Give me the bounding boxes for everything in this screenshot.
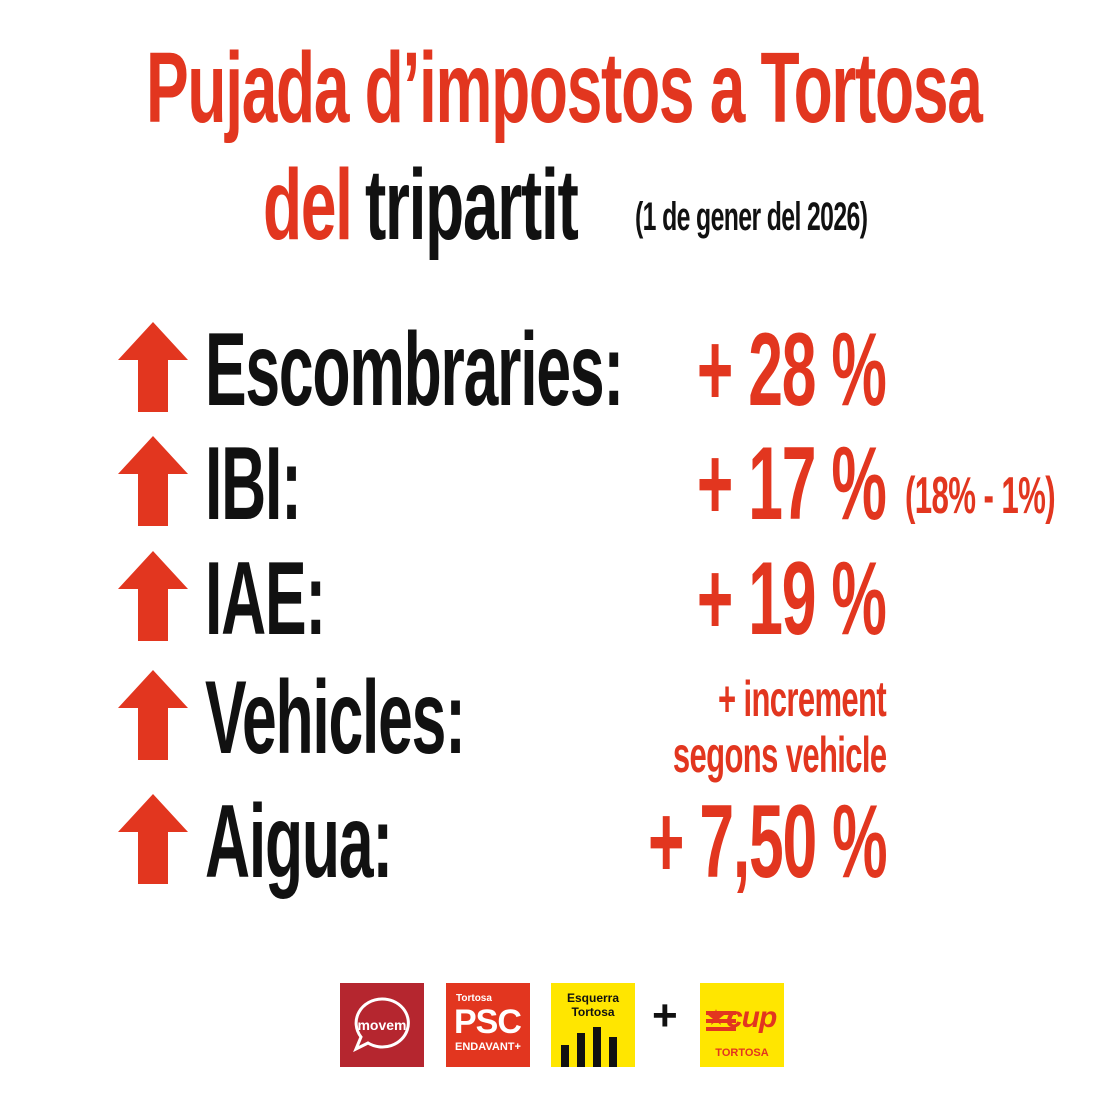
tax-value-line-2: segons vehicle [672,727,886,783]
psc-logo-sub: ENDAVANT+ [455,1041,521,1053]
tax-label: Escombraries: [205,312,624,428]
cup-logo: cup TORTOSA [700,983,784,1067]
logo-plus: + [652,991,678,1040]
tax-row-iae: IAE: + 19 % [0,547,1106,657]
arrow-up-icon [118,436,188,526]
arrow-up-icon [118,322,188,412]
title-del: del [263,149,353,261]
movem-logo-text: movem [357,1017,407,1033]
tax-label: Vehicles: [205,660,466,776]
title-tripartit: tripartit [365,149,579,261]
tax-value: + 7,50 % [647,784,888,900]
party-logos: movem Tortosa PSC ENDAVANT+ Esquerra Tor… [0,983,1106,1068]
tax-value-line-1: + increment [717,671,887,727]
tax-row-vehicles: Vehicles: + increment segons vehicle [0,660,1106,783]
tax-value: + 19 % [697,541,887,657]
arrow-up-icon [118,794,188,884]
title-line-1: Pujada d’impostos a Tortosa [146,32,983,144]
arrow-up-icon [118,551,188,641]
psc-logo-main: PSC [454,1003,522,1041]
tax-label: IAE: [205,541,326,657]
title-date: (1 de gener del 2026) [635,195,868,239]
psc-logo: Tortosa PSC ENDAVANT+ [446,983,530,1067]
tax-value: + 17 % [697,426,887,542]
cup-logo-main: cup [726,1001,777,1034]
tax-value: + 28 % [697,312,887,428]
star-flag-icon [706,1009,736,1031]
esquerra-logo-line1: Esquerra [566,991,620,1005]
movem-logo: movem [340,983,424,1067]
esquerra-logo-line2: Tortosa [571,1005,615,1019]
speech-bubble-icon [353,997,410,1053]
tax-row-escombraries: Escombraries: + 28 % [0,318,1106,428]
tax-label: Aigua: [205,784,393,900]
estelada-bars-icon [561,1027,617,1067]
arrow-up-icon [118,670,188,760]
esquerra-logo: Esquerra Tortosa [551,983,635,1067]
tax-row-ibi: IBI: + 17 % (18% - 1%) [0,432,1106,542]
tax-note: (18% - 1%) [905,467,1056,525]
tax-label: IBI: [205,426,302,542]
psc-logo-small: Tortosa [456,993,492,1004]
cup-logo-sub: TORTOSA [715,1047,769,1059]
tax-row-aigua: Aigua: + 7,50 % [0,790,1106,900]
